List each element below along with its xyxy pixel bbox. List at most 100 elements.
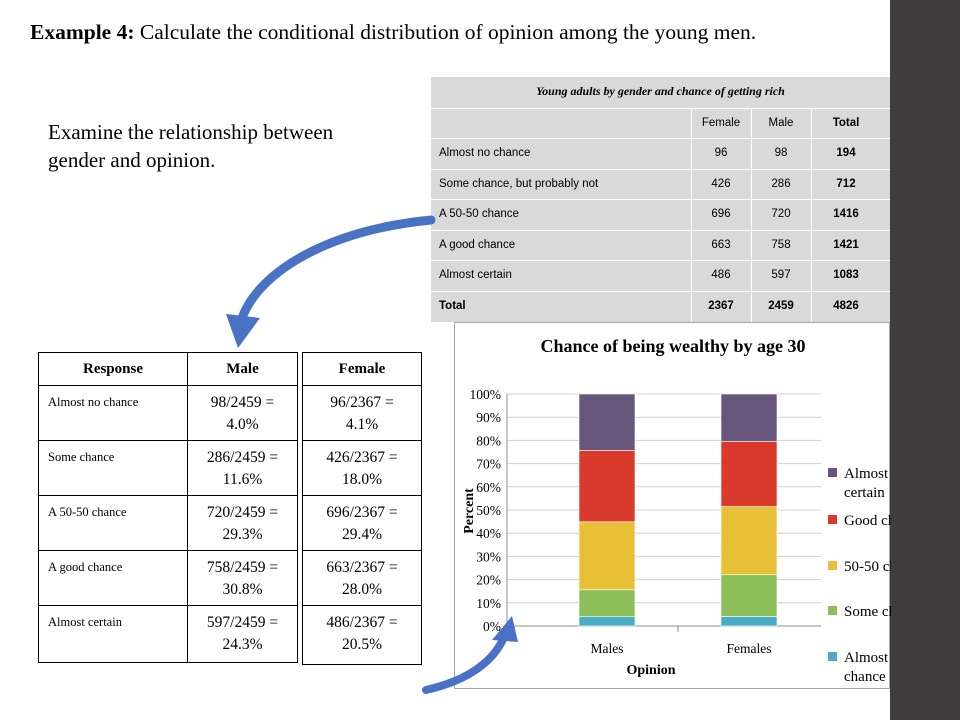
y-tick-label: 80% (476, 433, 501, 448)
male-header: Male (188, 353, 297, 386)
table-cell: 486 (711, 269, 731, 281)
y-tick-label: 60% (476, 480, 501, 495)
table-cell: 1421 (833, 239, 859, 251)
arrowhead (492, 616, 518, 642)
female-value: 96/2367 = 4.1% (303, 392, 421, 436)
female-row: 486/2367 = 20.5% (303, 606, 421, 664)
chart-title: Chance of being wealthy by age 30 (541, 336, 806, 356)
response-label: A 50-50 chance (48, 505, 127, 519)
male-row: 286/2459 = 11.6% (188, 441, 297, 496)
arrowhead (226, 314, 260, 348)
header-cell: Total (832, 117, 860, 129)
intro-line-1: Examine the relationship between (48, 120, 334, 144)
table-cell: 4826 (833, 300, 859, 312)
fraction-text: 720/2459 = (206, 504, 279, 521)
heading-lead: Example 4: (30, 20, 135, 44)
male-value: 720/2459 = 29.3% (188, 502, 297, 546)
legend-label-line: Almost no (844, 650, 891, 666)
chart-canvas: Chance of being wealthy by age 30 0% 10% 20… (462, 336, 891, 685)
male-row: 597/2459 = 24.3% (188, 606, 297, 662)
fraction-text: 486/2367 = (326, 614, 398, 631)
male-value: 758/2459 = 30.8% (188, 557, 297, 601)
percent-text: 29.4% (341, 526, 383, 543)
y-tick-label: 30% (476, 549, 501, 564)
table-cell: 96 (714, 147, 728, 159)
legend-label-line: 50-50 chance (844, 559, 891, 575)
y-tick-label: 70% (476, 457, 501, 472)
response-header: Response (39, 353, 187, 386)
table-cell: 1083 (833, 269, 859, 281)
table-row: Almost certain 486 597 1083 (431, 260, 890, 291)
legend-label-line: certain (844, 485, 885, 501)
x-tick-label: Males (591, 641, 624, 656)
source-table-title: Young adults by gender and chance of get… (536, 84, 785, 98)
table-row: A good chance 663 758 1421 (431, 230, 890, 261)
female-value: 426/2367 = 18.0% (303, 447, 421, 491)
table-cell: 194 (836, 147, 856, 159)
table-total-row: Total 2367 2459 4826 (431, 291, 890, 322)
y-tick-label: 50% (476, 503, 501, 518)
y-axis-title: Percent (462, 488, 477, 534)
table-cell: A good chance (439, 239, 516, 251)
column-divider (811, 108, 812, 322)
legend-label-line: Some chance (844, 604, 891, 620)
table-cell: 720 (771, 208, 791, 220)
percent-text: 4.1% (345, 416, 379, 433)
male-value: 286/2459 = 11.6% (188, 447, 297, 491)
male-value: 98/2459 = 4.0% (188, 392, 297, 436)
header-cell: Male (768, 117, 794, 129)
legend-label-line: chance (844, 669, 886, 685)
intro-text: Examine the relationship between gender … (48, 118, 418, 174)
female-row: 696/2367 = 29.4% (303, 496, 421, 551)
source-table-header-row: Female Male Total (431, 108, 890, 139)
legend-label-line: Good chance (844, 513, 891, 529)
curved-arrow-to-table (237, 215, 436, 323)
response-label: A good chance (48, 560, 123, 574)
response-label: Almost certain (48, 615, 122, 629)
bar-segment (720, 506, 778, 576)
table-cell: 758 (771, 239, 791, 251)
table-cell: Almost no chance (439, 147, 531, 159)
response-label: Almost no chance (48, 395, 139, 409)
slide-side-bar (890, 0, 960, 720)
bar-segment (578, 589, 636, 618)
y-tick-label: 90% (476, 410, 501, 425)
legend-swatch (828, 606, 837, 615)
y-tick-label: 40% (476, 526, 501, 541)
table-cell: 663 (711, 239, 731, 251)
legend-label: Almost no chance (844, 650, 891, 685)
female-value: 696/2367 = 29.4% (303, 502, 421, 546)
stacked-bar-chart: Chance of being wealthy by age 30 0% 10% 20… (454, 322, 891, 689)
percent-text: 11.6% (222, 471, 263, 488)
percent-text: 20.5% (341, 636, 383, 653)
response-column-table: Response Almost no chance Some chance A … (38, 352, 188, 663)
response-label: Some chance (48, 450, 115, 464)
legend-label: Good chance (844, 513, 891, 529)
table-cell: 597 (771, 269, 791, 281)
table-cell: 286 (771, 178, 791, 190)
column-divider (691, 108, 692, 322)
legend-label: Almost certain (844, 466, 889, 501)
percent-text: 29.3% (222, 526, 263, 543)
table-row: Some chance, but probably not 426 286 71… (431, 169, 890, 200)
response-row: A 50-50 chance (39, 496, 187, 551)
fraction-text: 426/2367 = (326, 449, 398, 466)
legend-swatch (828, 515, 837, 524)
curved-arrow-to-chart (422, 631, 509, 694)
intro-line-2: gender and opinion. (48, 148, 216, 172)
female-header: Female (303, 353, 421, 386)
legend-swatch (828, 652, 837, 661)
fraction-text: 98/2459 = (210, 394, 275, 411)
table-cell: Total (439, 300, 466, 312)
table-cell: 2367 (708, 300, 734, 312)
female-row: 663/2367 = 28.0% (303, 551, 421, 606)
male-row: 720/2459 = 29.3% (188, 496, 297, 551)
x-axis-title: Opinion (626, 663, 675, 678)
table-row: Almost no chance 96 98 194 (431, 138, 890, 169)
male-value: 597/2459 = 24.3% (188, 612, 297, 656)
fraction-text: 286/2459 = (206, 449, 279, 466)
table-cell: Some chance, but probably not (439, 178, 599, 190)
response-row: Almost no chance (39, 386, 187, 441)
heading-text: Calculate the conditional distribution o… (139, 20, 757, 44)
bar-segment (578, 521, 636, 591)
